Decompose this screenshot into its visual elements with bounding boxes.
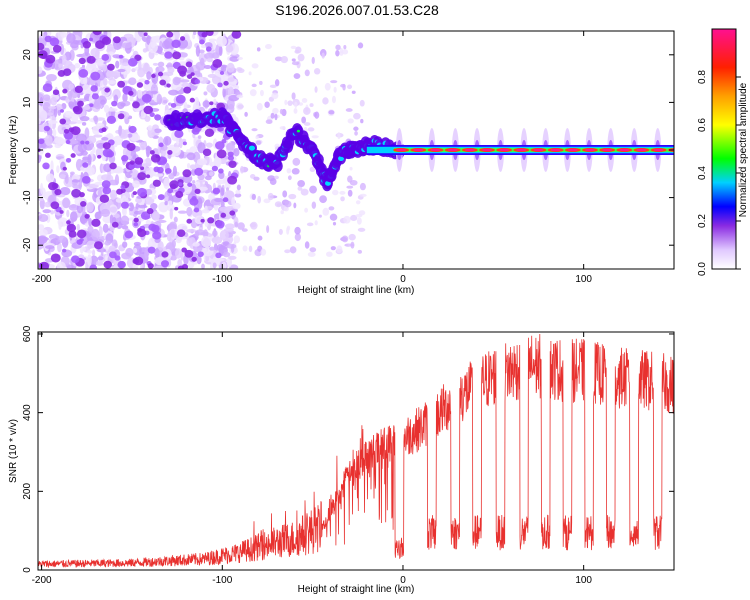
spectrogram-ytick-label: -20 bbox=[22, 238, 33, 253]
snr-xtick-label: -100 bbox=[212, 575, 232, 586]
colorbar-label: Normalized spectral amplitude bbox=[738, 82, 749, 217]
snr-xtick-label: -200 bbox=[32, 575, 52, 586]
colorbar: 0.0 0.2 0.4 0.6 0.8 Normalized spectral ampl… bbox=[697, 28, 749, 276]
spectrogram-xtick-label: 0 bbox=[400, 274, 406, 285]
chart-title: S196.2026.007.01.53.C28 bbox=[275, 2, 439, 18]
spectrogram-xtick-label: -100 bbox=[212, 274, 232, 285]
colorbar-tick-label: 0.8 bbox=[697, 70, 708, 84]
spectrogram-ytick-label: -10 bbox=[22, 190, 33, 205]
colorbar-tick-label: 0.6 bbox=[697, 118, 708, 132]
spectrogram-xtick-label: 100 bbox=[575, 274, 592, 285]
colorbar-tick-label: 0.0 bbox=[697, 262, 708, 276]
snr-ytick-label: 0 bbox=[22, 567, 33, 573]
snr-xtick-label: 0 bbox=[400, 575, 406, 586]
colorbar-frame bbox=[711, 28, 737, 270]
snr-frame bbox=[37, 331, 675, 571]
spectrogram-ylabel: Frequency (Hz) bbox=[8, 116, 19, 185]
snr-ytick-label: 400 bbox=[22, 404, 33, 421]
colorbar-tick-label: 0.2 bbox=[697, 214, 708, 228]
colorbar-tick-label: 0.4 bbox=[697, 166, 708, 180]
spectrogram-ytick-label: 0 bbox=[22, 147, 33, 153]
snr-ylabel: SNR (10 * v/v) bbox=[8, 419, 19, 483]
spectrogram-heat bbox=[38, 31, 674, 269]
snr-ticks: -200 -100 0 100 0 200 400 600 bbox=[22, 325, 674, 586]
colorbar-gradient bbox=[712, 29, 736, 269]
snr-series-line bbox=[38, 333, 674, 568]
colorbar-ticks: 0.0 0.2 0.4 0.6 0.8 bbox=[697, 70, 741, 276]
snr-xtick-label: 100 bbox=[575, 575, 592, 586]
snr-ytick-label: 200 bbox=[22, 483, 33, 500]
spectrogram-xlabel: Height of straight line (km) bbox=[298, 285, 415, 296]
snr-panel: -200 -100 0 100 0 200 400 600 Height of straigh… bbox=[8, 325, 675, 595]
spectrogram-ytick-label: 20 bbox=[22, 49, 33, 61]
spectrogram-ytick-label: 10 bbox=[22, 96, 33, 108]
snr-xlabel: Height of straight line (km) bbox=[298, 584, 415, 595]
spectrogram-xtick-label: -200 bbox=[32, 274, 52, 285]
snr-ytick-label: 600 bbox=[22, 325, 33, 342]
